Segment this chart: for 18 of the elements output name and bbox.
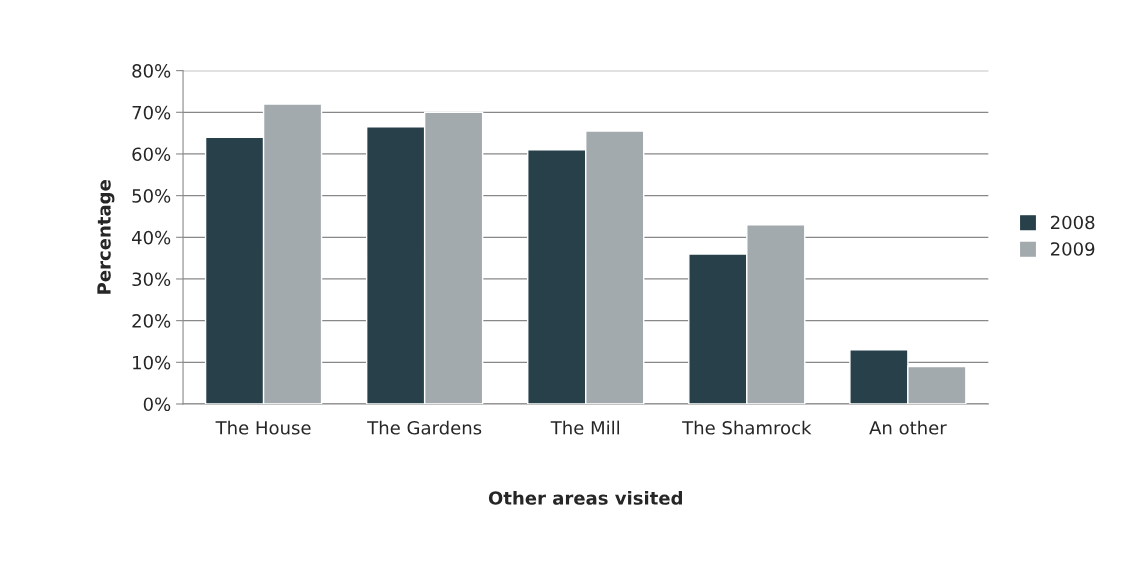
x-axis-title: Other areas visited [488,490,682,505]
y-tick-label: 60% [132,147,171,162]
y-tick-label: 30% [132,272,171,287]
legend-label: 2008 [1050,215,1095,230]
x-tick-label: The Mill [550,420,620,435]
x-tick-label: The House [215,420,311,435]
y-tick-label: 70% [132,105,171,120]
x-tick-label: The Gardens [367,420,482,435]
legend-label: 2009 [1050,242,1095,256]
y-tick-label: 0% [143,397,171,412]
x-tick-label: An other [869,420,947,435]
y-tick-label: 80% [132,64,171,78]
x-tick-label: The Shamrock [682,420,812,435]
y-tick-label: 40% [131,230,171,245]
y-tick-label: 10% [133,355,171,370]
y-tick-label: 50% [132,189,171,203]
y-axis-title: Percentage [97,180,115,294]
y-tick-label: 20% [132,314,171,328]
